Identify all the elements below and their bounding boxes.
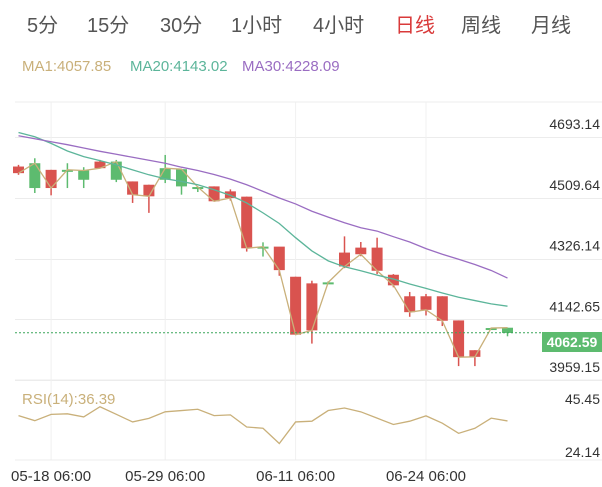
candle-body-21 <box>355 247 367 255</box>
candle-body-9 <box>159 168 171 180</box>
candle-body-6 <box>110 161 122 180</box>
y-tick-label-1: 4509.64 <box>549 177 600 193</box>
current-price-tag: 4062.59 <box>542 332 602 352</box>
ma-line-ma1 <box>18 160 508 358</box>
candle-body-28 <box>469 350 481 357</box>
tab-3[interactable]: 1小时 <box>231 15 283 37</box>
rsi-tick-label-0: 45.45 <box>565 391 600 407</box>
y-tick-label-3: 4142.65 <box>549 298 600 314</box>
candle-body-22 <box>371 247 383 271</box>
ma-line-ma30 <box>18 135 508 279</box>
tab-4[interactable]: 4小时 <box>313 15 365 37</box>
rsi-legend: RSI(14):36.39 <box>22 391 115 408</box>
rsi-line <box>18 406 508 445</box>
ma30-legend: MA30:4228.09 <box>242 58 340 75</box>
x-tick-label-3: 06-24 06:00 <box>386 468 466 485</box>
candle-body-5 <box>94 161 106 169</box>
tab-5[interactable]: 日线 <box>395 15 435 37</box>
candle-body-12 <box>208 186 220 202</box>
candle-body-8 <box>143 184 155 197</box>
candle-body-7 <box>127 181 139 195</box>
candle-body-25 <box>420 296 432 310</box>
x-tick-label-1: 05-29 06:00 <box>125 468 205 485</box>
ma-line-ma20 <box>18 131 508 307</box>
candle-body-17 <box>290 276 302 335</box>
ma20-legend: MA20:4143.02 <box>130 58 228 75</box>
candle-body-30 <box>502 327 513 334</box>
ma1-legend: MA1:4057.85 <box>22 58 112 75</box>
x-tick-label-2: 06-11 06:00 <box>256 468 335 485</box>
candle-body-24 <box>404 296 416 313</box>
tab-1[interactable]: 15分 <box>87 15 130 37</box>
tab-2[interactable]: 30分 <box>160 15 203 37</box>
candle-body-20 <box>339 252 350 267</box>
y-tick-label-4: 3959.15 <box>549 359 600 375</box>
timeframe-tabs: 5分 15分 30分 1小时 4小时 日线 周线 月线 <box>0 0 602 52</box>
candle-body-27 <box>453 320 465 358</box>
rsi-tick-label-1: 24.14 <box>565 444 600 460</box>
candle-body-4 <box>78 170 90 180</box>
y-tick-label-2: 4326.14 <box>549 238 600 254</box>
tab-7[interactable]: 月线 <box>531 15 571 37</box>
x-tick-label-0: 05-18 06:00 <box>11 468 91 485</box>
candle-body-3 <box>61 169 73 172</box>
candle-body-18 <box>306 283 318 331</box>
candle-body-23 <box>387 274 399 286</box>
tab-0[interactable]: 5分 <box>27 15 59 37</box>
y-tick-label-0: 4693.14 <box>549 116 600 132</box>
candle-body-11 <box>192 187 204 190</box>
candle-body-26 <box>436 296 448 321</box>
candle-body-0 <box>13 166 24 174</box>
tab-6[interactable]: 周线 <box>461 15 501 37</box>
candle-body-16 <box>273 246 285 271</box>
candle-body-10 <box>176 169 187 187</box>
candle-body-1 <box>29 163 41 189</box>
candle-body-14 <box>241 196 253 249</box>
candle-body-2 <box>45 169 57 189</box>
